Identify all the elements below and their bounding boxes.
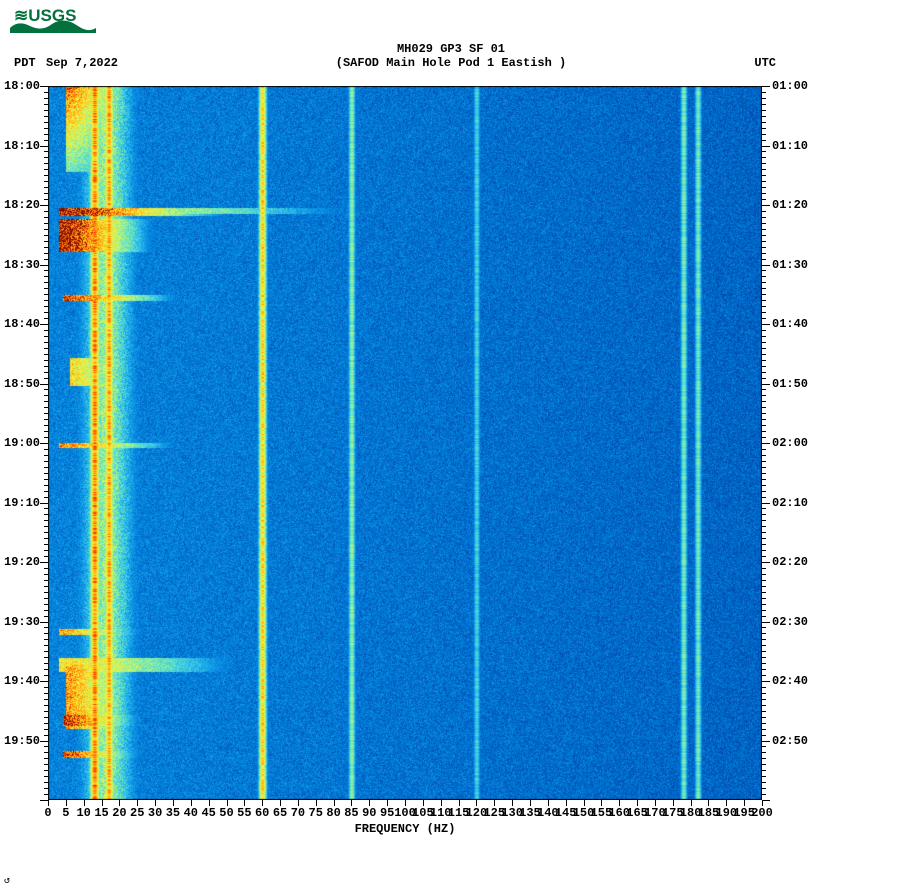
y-right-tick-label: 02:00: [772, 436, 808, 450]
x-tick-label: 45: [201, 806, 215, 820]
x-tick-label: 5: [62, 806, 69, 820]
x-tick-label: 30: [148, 806, 162, 820]
y-left-tick-label: 19:50: [4, 734, 40, 748]
x-tick-label: 15: [94, 806, 108, 820]
right-tz-label: UTC: [754, 56, 776, 70]
y-left-tick-label: 18:20: [4, 198, 40, 212]
x-tick-label: 90: [362, 806, 376, 820]
x-tick-label: 50: [219, 806, 233, 820]
x-tick-label: 25: [130, 806, 144, 820]
y-left-tick-label: 18:10: [4, 139, 40, 153]
y-left-tick-label: 18:50: [4, 377, 40, 391]
y-left-tick-label: 19:10: [4, 496, 40, 510]
x-tick-label: 40: [184, 806, 198, 820]
y-right-tick-label: 01:30: [772, 258, 808, 272]
page-root: { "logo": { "text": "USGS", "color": "#0…: [0, 0, 902, 893]
svg-text:≋USGS: ≋USGS: [14, 6, 76, 25]
title-line1: MH029 GP3 SF 01: [0, 42, 902, 56]
x-tick-label: 70: [291, 806, 305, 820]
spectrogram-plot: [48, 86, 762, 800]
y-right-tick-label: 02:40: [772, 674, 808, 688]
y-right-tick-label: 02:50: [772, 734, 808, 748]
x-tick-label: 95: [380, 806, 394, 820]
x-tick-label: 200: [751, 806, 773, 820]
x-tick-label: 60: [255, 806, 269, 820]
x-tick-label: 20: [112, 806, 126, 820]
y-right-tick-label: 01:10: [772, 139, 808, 153]
x-tick-label: 85: [344, 806, 358, 820]
x-tick-label: 55: [237, 806, 251, 820]
x-axis-title: FREQUENCY (HZ): [48, 822, 762, 836]
y-left-tick-label: 19:30: [4, 615, 40, 629]
y-right-tick-label: 02:20: [772, 555, 808, 569]
y-left-tick-label: 18:00: [4, 79, 40, 93]
y-right-tick-label: 02:30: [772, 615, 808, 629]
spectrogram-canvas: [48, 86, 762, 800]
y-left-tick-label: 19:40: [4, 674, 40, 688]
usgs-logo: ≋USGS: [8, 6, 98, 34]
y-right-tick-label: 01:40: [772, 317, 808, 331]
x-tick-label: 0: [44, 806, 51, 820]
x-tick-label: 75: [309, 806, 323, 820]
date-label: Sep 7,2022: [46, 56, 118, 70]
y-left-tick-label: 18:30: [4, 258, 40, 272]
y-right-tick-label: 01:50: [772, 377, 808, 391]
y-right-tick-label: 01:00: [772, 79, 808, 93]
y-right-tick-label: 02:10: [772, 496, 808, 510]
left-tz-label: PDT: [14, 56, 36, 70]
x-tick-label: 80: [326, 806, 340, 820]
replot-icon: ↺: [4, 875, 10, 887]
y-right-tick-label: 01:20: [772, 198, 808, 212]
x-axis-ticks: 0510152025303540455055606570758085909510…: [48, 806, 762, 822]
x-tick-label: 65: [273, 806, 287, 820]
y-left-tick-label: 19:20: [4, 555, 40, 569]
y-left-tick-label: 19:00: [4, 436, 40, 450]
x-tick-label: 35: [166, 806, 180, 820]
y-left-tick-label: 18:40: [4, 317, 40, 331]
x-tick-label: 10: [76, 806, 90, 820]
